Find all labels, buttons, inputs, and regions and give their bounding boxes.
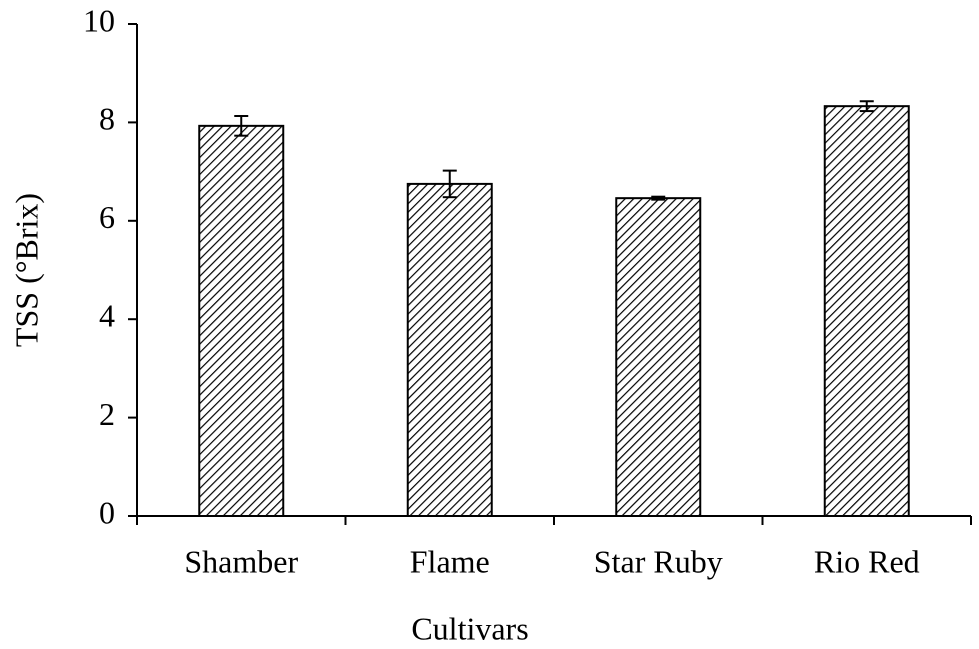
error-bar <box>651 195 666 201</box>
x-tick-label: Flame <box>410 543 490 579</box>
y-tick-label: 2 <box>99 396 115 432</box>
y-tick-label: 4 <box>99 298 115 334</box>
x-tick-label: Star Ruby <box>594 543 723 579</box>
y-tick-label: 10 <box>83 2 115 38</box>
y-tick-label: 6 <box>99 199 115 235</box>
bar <box>823 105 910 517</box>
x-tick-label: Shamber <box>184 543 298 579</box>
x-axis-title: Cultivars <box>411 610 528 646</box>
error-bar <box>442 169 457 199</box>
x-tick-label: Rio Red <box>814 543 920 579</box>
error-bar <box>234 115 249 137</box>
bar <box>198 124 285 518</box>
error-bar <box>859 100 874 113</box>
y-tick-label: 8 <box>99 101 115 137</box>
bar <box>615 197 702 517</box>
y-tick-label: 0 <box>99 494 115 530</box>
bar <box>406 182 493 517</box>
y-axis-title: TSS (°Brix) <box>8 193 44 347</box>
